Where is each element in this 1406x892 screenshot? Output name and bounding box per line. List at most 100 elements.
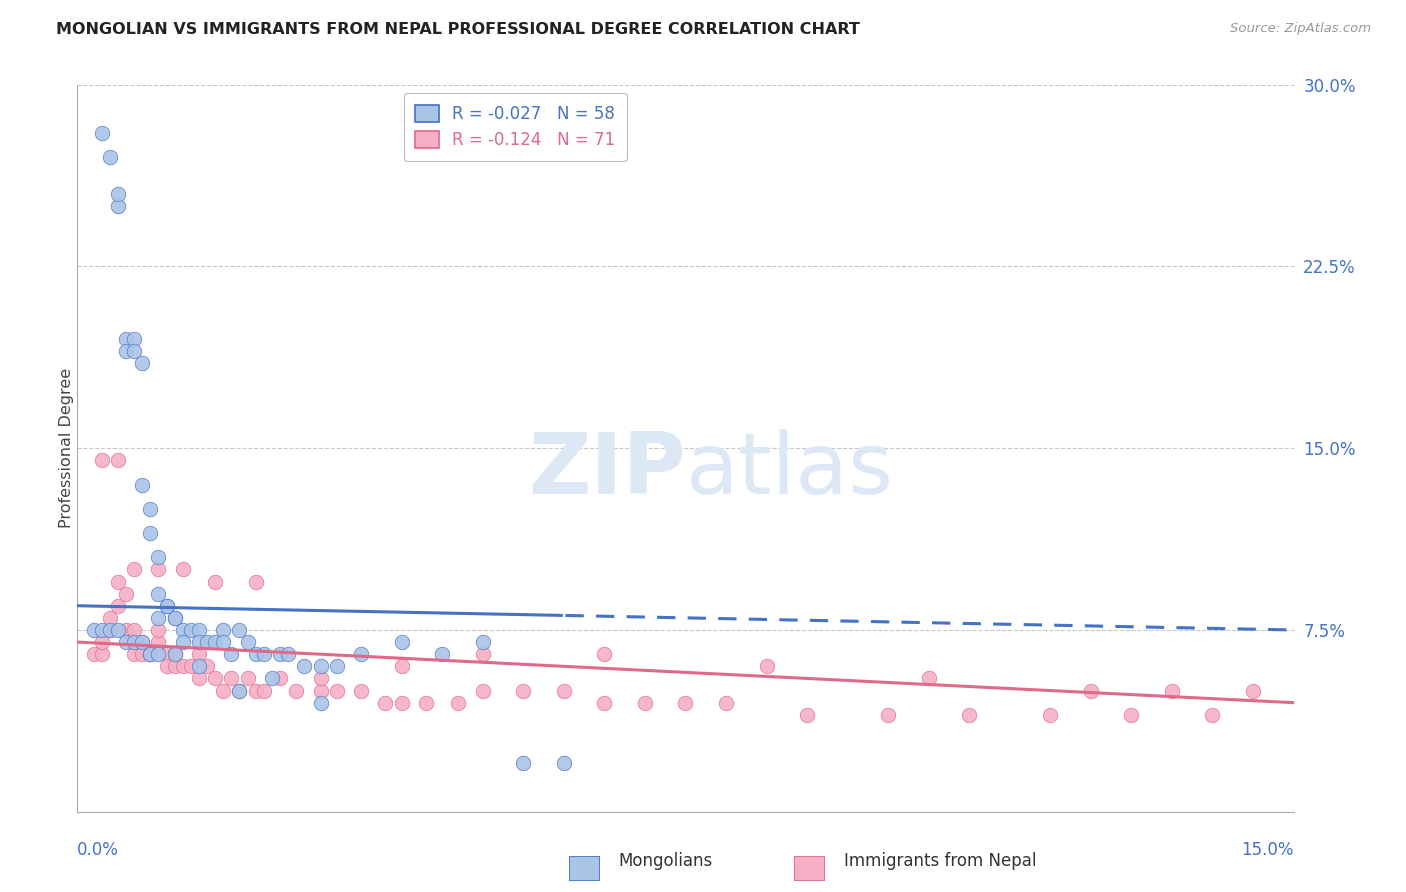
- Point: [374, 696, 396, 710]
- Point: [131, 356, 153, 370]
- Point: [221, 647, 243, 661]
- Point: [471, 635, 494, 649]
- Text: Source: ZipAtlas.com: Source: ZipAtlas.com: [1230, 22, 1371, 36]
- Point: [512, 683, 534, 698]
- Point: [675, 696, 697, 710]
- Point: [471, 683, 494, 698]
- Point: [1161, 683, 1184, 698]
- Point: [107, 199, 129, 213]
- Point: [957, 707, 980, 722]
- Point: [1201, 707, 1223, 722]
- Point: [415, 696, 437, 710]
- Point: [204, 672, 226, 686]
- Point: [115, 635, 138, 649]
- Point: [309, 683, 332, 698]
- Point: [163, 659, 186, 673]
- Point: [512, 756, 534, 771]
- Point: [148, 611, 170, 625]
- Point: [163, 647, 186, 661]
- Point: [139, 501, 162, 516]
- Point: [269, 672, 291, 686]
- Point: [163, 611, 186, 625]
- Point: [245, 683, 267, 698]
- Point: [98, 151, 121, 165]
- Point: [131, 635, 153, 649]
- Point: [309, 696, 332, 710]
- Point: [139, 647, 162, 661]
- Point: [155, 599, 177, 613]
- Point: [228, 623, 250, 637]
- Text: Immigrants from Nepal: Immigrants from Nepal: [844, 852, 1036, 870]
- Point: [83, 647, 105, 661]
- Point: [1121, 707, 1143, 722]
- Point: [180, 623, 202, 637]
- Point: [228, 683, 250, 698]
- Point: [180, 659, 202, 673]
- Point: [131, 647, 153, 661]
- Legend: R = -0.027   N = 58, R = -0.124   N = 71: R = -0.027 N = 58, R = -0.124 N = 71: [404, 93, 627, 161]
- Point: [107, 453, 129, 467]
- Point: [188, 623, 211, 637]
- Point: [172, 562, 194, 576]
- Text: 0.0%: 0.0%: [77, 841, 120, 859]
- Point: [148, 635, 170, 649]
- Point: [309, 659, 332, 673]
- Point: [253, 683, 276, 698]
- Text: Mongolians: Mongolians: [619, 852, 713, 870]
- Point: [122, 344, 145, 359]
- Point: [131, 635, 153, 649]
- Point: [593, 696, 616, 710]
- Point: [285, 683, 308, 698]
- Point: [236, 635, 259, 649]
- Point: [1039, 707, 1062, 722]
- Point: [188, 672, 211, 686]
- Point: [755, 659, 778, 673]
- Point: [471, 647, 494, 661]
- Point: [122, 623, 145, 637]
- Point: [148, 550, 170, 565]
- Text: 15.0%: 15.0%: [1241, 841, 1294, 859]
- Point: [107, 623, 129, 637]
- Point: [877, 707, 900, 722]
- Point: [212, 635, 235, 649]
- Point: [148, 647, 170, 661]
- Point: [553, 683, 575, 698]
- Point: [115, 332, 138, 346]
- Point: [245, 574, 267, 589]
- Point: [204, 574, 226, 589]
- Point: [90, 623, 112, 637]
- Point: [221, 672, 243, 686]
- Point: [115, 623, 138, 637]
- Point: [155, 599, 177, 613]
- Point: [139, 647, 162, 661]
- Point: [115, 587, 138, 601]
- Point: [90, 647, 112, 661]
- Point: [212, 683, 235, 698]
- Point: [155, 647, 177, 661]
- Point: [148, 623, 170, 637]
- Point: [391, 696, 413, 710]
- Point: [107, 574, 129, 589]
- Point: [309, 672, 332, 686]
- Point: [634, 696, 657, 710]
- Point: [90, 453, 112, 467]
- Point: [148, 562, 170, 576]
- Point: [432, 647, 454, 661]
- Point: [163, 647, 186, 661]
- Point: [236, 672, 259, 686]
- Point: [139, 647, 162, 661]
- Point: [796, 707, 818, 722]
- Point: [90, 126, 112, 140]
- Point: [245, 647, 267, 661]
- Point: [195, 635, 218, 649]
- Y-axis label: Professional Degree: Professional Degree: [59, 368, 73, 528]
- Point: [122, 635, 145, 649]
- Point: [188, 635, 211, 649]
- Point: [98, 623, 121, 637]
- Point: [122, 332, 145, 346]
- Point: [1080, 683, 1102, 698]
- Point: [131, 477, 153, 491]
- Point: [292, 659, 315, 673]
- Point: [98, 611, 121, 625]
- Point: [212, 623, 235, 637]
